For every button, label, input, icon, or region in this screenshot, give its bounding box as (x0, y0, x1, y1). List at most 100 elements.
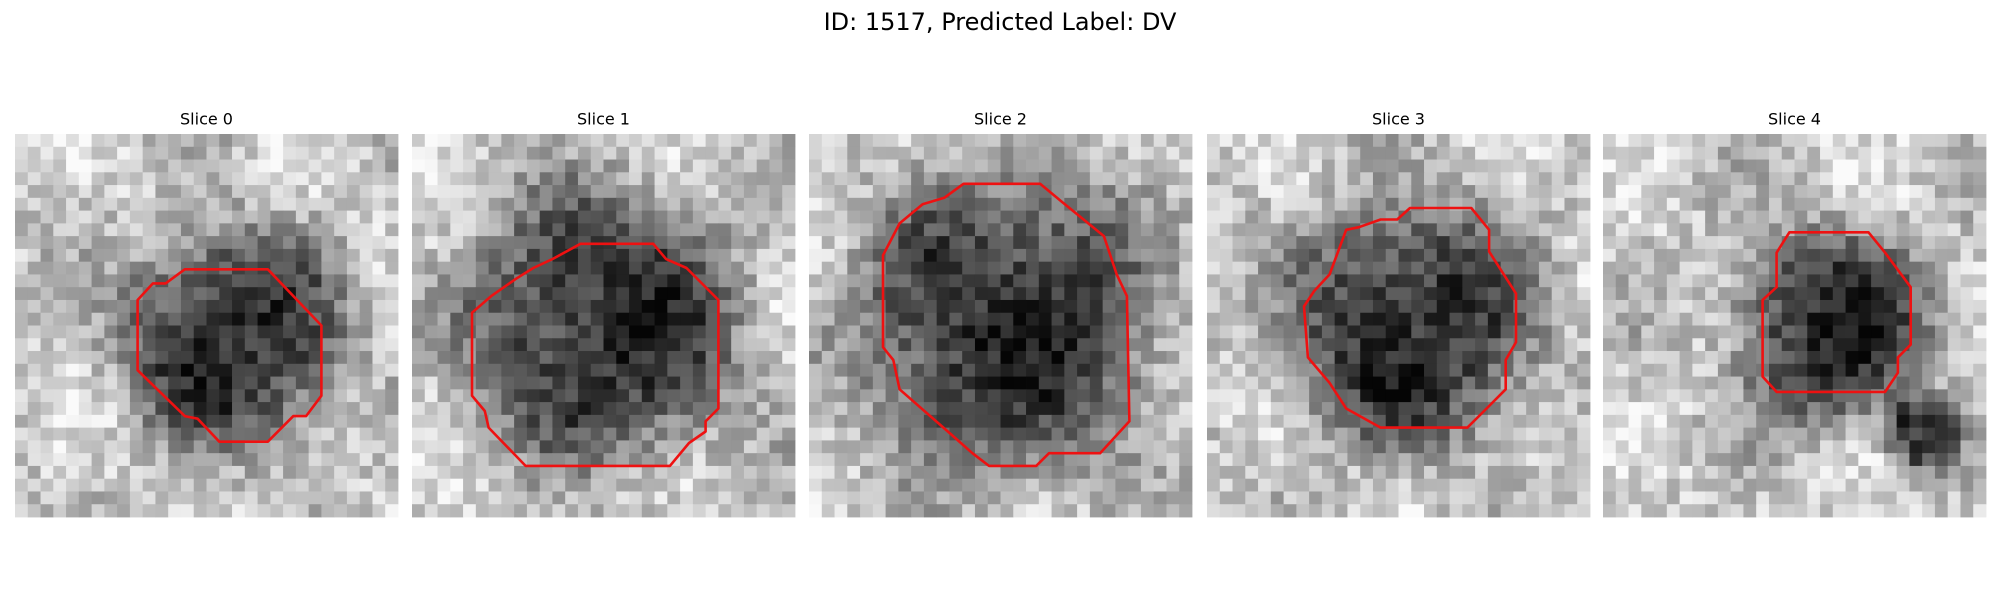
pixel (769, 453, 783, 467)
pixel (1385, 185, 1399, 199)
pixel (1960, 274, 1974, 288)
pixel (834, 338, 848, 352)
pixel (1513, 414, 1527, 429)
pixel (1577, 414, 1591, 429)
pixel (514, 325, 528, 339)
pixel (1207, 351, 1221, 365)
pixel (40, 248, 54, 263)
pixel (321, 248, 335, 263)
pixel (705, 197, 719, 211)
pixel (117, 465, 131, 480)
pixel (501, 504, 515, 518)
pixel (424, 453, 438, 467)
pixel (1296, 274, 1310, 288)
pixel (1717, 338, 1732, 352)
pixel (117, 363, 131, 377)
pixel (1845, 504, 1859, 518)
pixel (552, 223, 566, 237)
pixel (1398, 274, 1412, 288)
pixel (629, 325, 643, 339)
pixel (1743, 159, 1757, 173)
pixel (450, 287, 464, 301)
pixel (1743, 389, 1757, 403)
pixel (1909, 414, 1923, 429)
pixel (1038, 376, 1052, 390)
pixel (283, 185, 297, 199)
pixel (1462, 248, 1476, 263)
pixel (1475, 197, 1489, 211)
pixel (603, 197, 617, 211)
pixel (1089, 504, 1104, 518)
pixel (1064, 491, 1078, 505)
pixel (1411, 299, 1425, 314)
pixel (142, 185, 156, 199)
pixel (898, 197, 912, 211)
pixel (590, 146, 604, 160)
pixel (616, 299, 630, 314)
pixel (936, 376, 950, 390)
pixel (1128, 223, 1142, 237)
pixel (1934, 376, 1949, 390)
pixel (219, 453, 233, 467)
pixel (193, 491, 207, 505)
pixel (641, 299, 655, 314)
pixel (1000, 261, 1014, 275)
pixel (1219, 223, 1233, 237)
pixel (1487, 287, 1502, 301)
pixel (847, 440, 861, 454)
pixel (911, 465, 925, 480)
pixel (346, 414, 361, 429)
pixel (1026, 363, 1040, 377)
pixel (1973, 338, 1987, 352)
pixel (987, 389, 1001, 403)
pixel (385, 197, 399, 211)
pixel (1321, 134, 1336, 148)
pixel (1551, 427, 1565, 441)
pixel (769, 248, 783, 263)
pixel (1526, 414, 1540, 429)
pixel (308, 338, 322, 352)
pixel (244, 453, 258, 467)
pixel (257, 248, 271, 263)
pixel (603, 453, 617, 467)
pixel (1334, 363, 1348, 377)
pixel (936, 478, 950, 492)
pixel (321, 465, 335, 480)
pixel (1245, 465, 1259, 480)
pixel (1013, 185, 1027, 199)
pixel (1077, 402, 1091, 416)
pixel (654, 325, 668, 339)
pixel (1000, 210, 1014, 224)
pixel (1730, 504, 1744, 518)
pixel (463, 427, 477, 441)
pixel (1934, 287, 1949, 301)
pixel (501, 223, 515, 237)
pixel (219, 465, 233, 480)
pixel (321, 159, 335, 173)
pixel (1089, 363, 1104, 377)
pixel (1922, 402, 1936, 416)
pixel (283, 478, 297, 492)
pixel (1449, 223, 1463, 237)
pixel (1026, 312, 1040, 326)
pixel (1077, 287, 1091, 301)
pixel (488, 351, 502, 365)
pixel (1270, 427, 1284, 441)
pixel (1896, 134, 1910, 148)
pixel (40, 402, 54, 416)
pixel (1666, 363, 1680, 377)
pixel (667, 491, 681, 505)
pixel (193, 159, 207, 173)
pixel (1424, 338, 1438, 352)
pixel (1871, 172, 1885, 186)
pixel (821, 287, 835, 301)
pixel (1692, 427, 1706, 441)
pixel (27, 197, 41, 211)
pixel (1026, 465, 1040, 480)
pixel (1679, 248, 1693, 263)
pixel (1372, 427, 1387, 441)
pixel (1372, 236, 1387, 250)
pixel (911, 185, 925, 199)
pixel (1909, 287, 1923, 301)
pixel (91, 376, 105, 390)
